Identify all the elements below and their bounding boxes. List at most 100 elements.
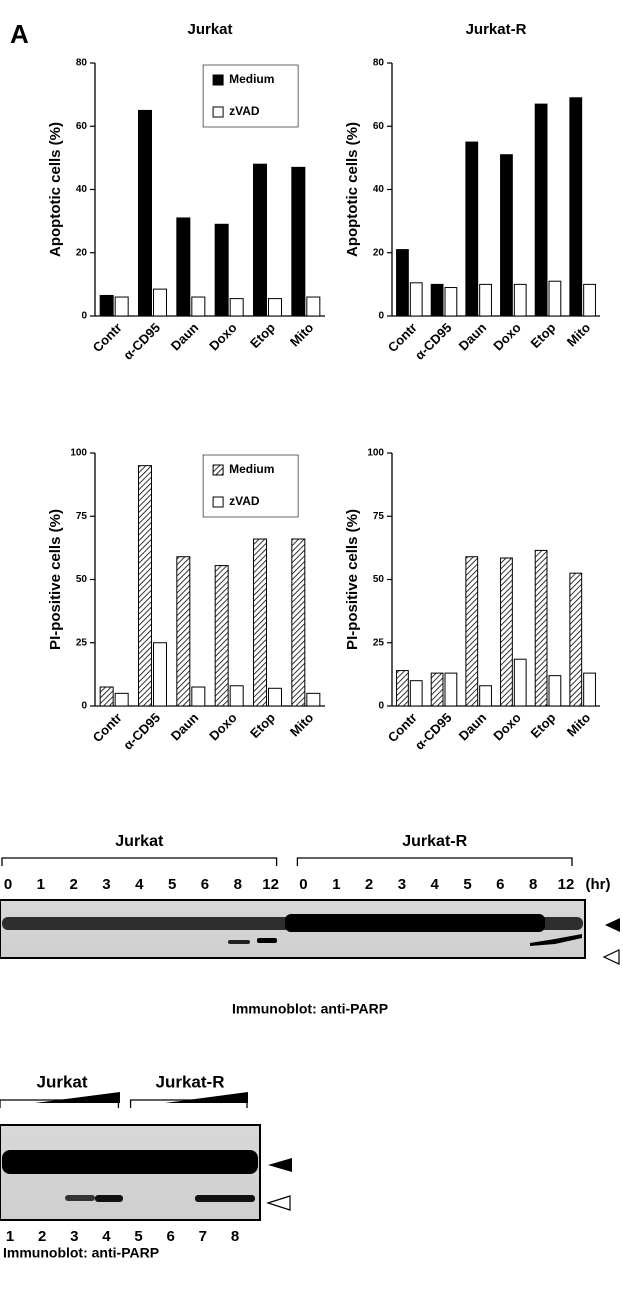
- group-label: Jurkat: [115, 833, 164, 850]
- y-tick-label: 20: [373, 247, 385, 258]
- bar: [514, 284, 526, 316]
- bar: [192, 687, 205, 706]
- group-label: Jurkat-R: [402, 833, 467, 850]
- lane-label: 6: [201, 876, 209, 893]
- x-tick-label: Doxo: [206, 710, 240, 744]
- lane-label: 0: [299, 876, 307, 893]
- blot-image: [0, 900, 620, 964]
- figure: A JurkatApoptotic cells (%)020406080Cont…: [0, 0, 623, 1295]
- bar: [410, 681, 422, 706]
- bar: [254, 164, 267, 316]
- bar: [501, 558, 513, 706]
- lane-label: 2: [69, 876, 77, 893]
- chart-title: Jurkat: [187, 21, 232, 38]
- lane-label: 12: [262, 876, 279, 893]
- x-tick-label: Mito: [287, 710, 317, 740]
- y-tick-label: 50: [373, 574, 385, 585]
- bar: [535, 550, 547, 706]
- bar: [431, 284, 443, 316]
- bar: [177, 557, 190, 706]
- lane-label: 4: [135, 876, 144, 893]
- bar: [139, 110, 152, 316]
- lane-label: 5: [168, 876, 176, 893]
- bar: [431, 673, 443, 706]
- x-tick-label: Mito: [287, 320, 317, 350]
- lane-label: 12: [558, 876, 575, 893]
- bar: [501, 155, 513, 316]
- y-tick-label: 75: [76, 511, 88, 522]
- lane-label: 3: [70, 1228, 78, 1245]
- bar: [410, 283, 422, 316]
- y-axis-label: PI-positive cells (%): [344, 509, 361, 650]
- x-tick-label: Doxo: [490, 320, 524, 354]
- bracket: [2, 858, 277, 866]
- x-tick-label: Contr: [90, 320, 125, 355]
- x-tick-label: Daun: [456, 320, 490, 354]
- bar: [115, 297, 128, 316]
- y-tick-label: 20: [76, 247, 88, 258]
- x-tick-label: Daun: [168, 320, 202, 354]
- bar: [192, 297, 205, 316]
- legend-label: Medium: [229, 72, 274, 86]
- y-tick-label: 0: [81, 311, 87, 322]
- y-tick-label: 80: [76, 58, 88, 69]
- y-tick-label: 0: [378, 311, 384, 322]
- y-axis-label: Apoptotic cells (%): [47, 122, 64, 257]
- y-tick-label: 60: [76, 121, 88, 132]
- x-tick-label: Mito: [564, 710, 594, 740]
- y-tick-label: 40: [76, 184, 88, 195]
- x-tick-label: Contr: [90, 710, 125, 745]
- y-axis-label: PI-positive cells (%): [47, 509, 64, 650]
- blot-caption: Immunoblot: anti-PARP: [232, 1001, 388, 1017]
- lane-label: 1: [6, 1228, 14, 1245]
- legend-swatch: [213, 107, 223, 117]
- lane-label: 8: [231, 1228, 239, 1245]
- lane-label: 1: [37, 876, 45, 893]
- bar: [549, 676, 561, 706]
- legend-label: Medium: [229, 462, 274, 476]
- bar: [307, 297, 320, 316]
- legend-swatch: [213, 75, 223, 85]
- lane-label: 7: [199, 1228, 207, 1245]
- bar: [230, 686, 243, 706]
- y-tick-label: 0: [378, 701, 384, 712]
- x-tick-label: Daun: [456, 710, 490, 744]
- x-tick-label: Etop: [247, 320, 278, 351]
- y-tick-label: 80: [373, 58, 385, 69]
- bar: [397, 250, 409, 316]
- bar: [570, 573, 582, 706]
- lane-label: 1: [332, 876, 340, 893]
- y-tick-label: 75: [373, 511, 385, 522]
- bar: [177, 218, 190, 316]
- x-tick-label: α-CD95: [120, 320, 163, 363]
- bar: [215, 224, 228, 316]
- bar: [307, 693, 320, 706]
- lane-label: 2: [38, 1228, 46, 1245]
- bar: [549, 281, 561, 316]
- bar: [584, 284, 596, 316]
- y-tick-label: 60: [373, 121, 385, 132]
- bar: [292, 167, 305, 316]
- lane-label: 8: [529, 876, 537, 893]
- bar: [466, 557, 478, 706]
- y-tick-label: 100: [367, 448, 384, 459]
- bar: [480, 284, 492, 316]
- blot-image: [0, 1092, 292, 1220]
- y-tick-label: 40: [373, 184, 385, 195]
- bar: [254, 539, 267, 706]
- bar: [584, 673, 596, 706]
- y-axis-label: Apoptotic cells (%): [344, 122, 361, 257]
- bar: [445, 288, 457, 316]
- x-tick-label: Etop: [528, 320, 559, 351]
- bar: [535, 104, 547, 316]
- x-tick-label: Doxo: [490, 710, 524, 744]
- lane-label: 0: [4, 876, 12, 893]
- bar: [466, 142, 478, 316]
- lane-label: 3: [102, 876, 110, 893]
- bar: [139, 466, 152, 706]
- x-tick-label: α-CD95: [412, 320, 455, 363]
- legend-swatch: [213, 497, 223, 507]
- bar: [480, 686, 492, 706]
- lane-label: 2: [365, 876, 373, 893]
- y-tick-label: 25: [76, 637, 88, 648]
